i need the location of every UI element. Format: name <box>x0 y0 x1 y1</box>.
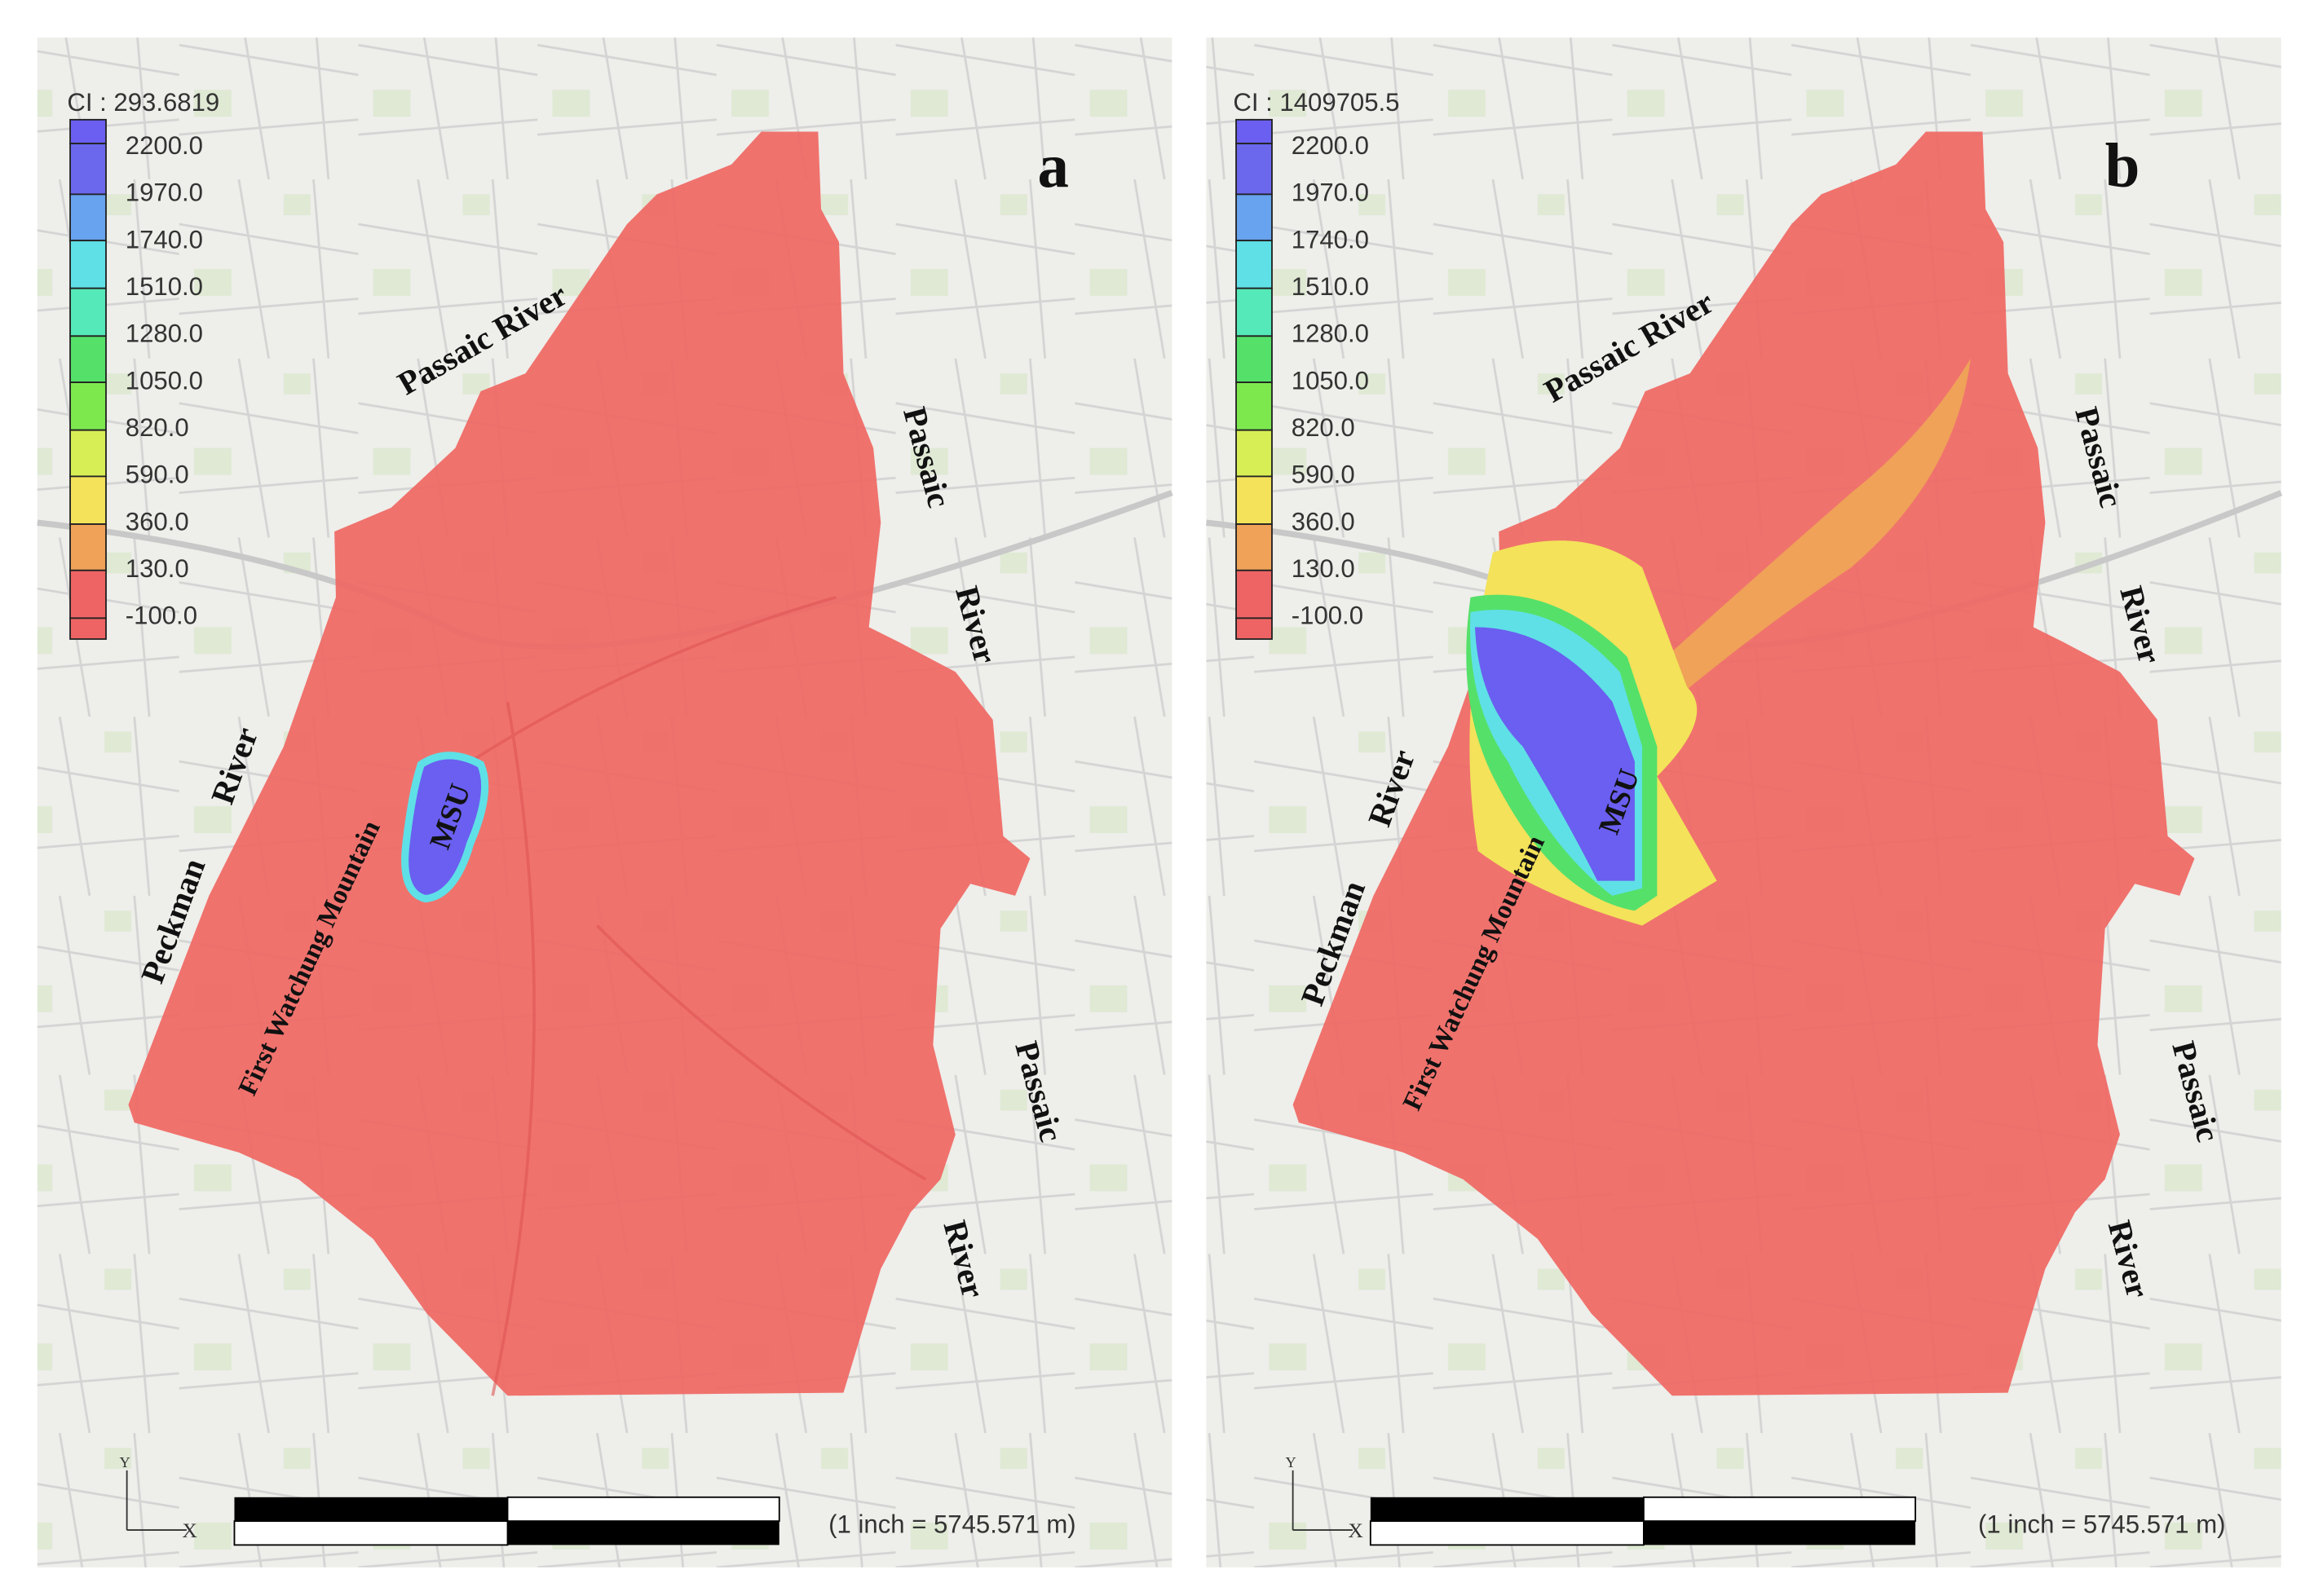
legend-swatch <box>69 118 107 145</box>
legend-value: 1510.0 <box>1292 272 1369 301</box>
legend: CI : 293.6819 2200.0 1970.0 1740.0 1510.0 12… <box>67 88 219 640</box>
legend-swatch <box>69 193 107 242</box>
legend-swatch <box>1235 429 1273 478</box>
legend-value: 130.0 <box>126 554 189 583</box>
legend-value: 820.0 <box>126 413 189 442</box>
legend-value: 1050.0 <box>126 366 203 395</box>
panel-letter: b <box>2105 130 2140 201</box>
legend-swatch <box>1235 569 1273 619</box>
legend-swatch <box>69 569 107 619</box>
legend-swatch <box>1235 143 1273 196</box>
legend-value: 1970.0 <box>1292 179 1369 207</box>
legend-labels: 2200.0 1970.0 1740.0 1510.0 1280.0 1050.0 820.… <box>126 131 203 630</box>
legend-value: 590.0 <box>1292 461 1355 489</box>
legend-swatches <box>69 118 107 640</box>
legend-swatch <box>1235 193 1273 242</box>
legend-swatch <box>69 523 107 571</box>
legend-swatch <box>1235 335 1273 383</box>
legend-value: 1050.0 <box>1292 366 1369 395</box>
legend-value: 1510.0 <box>126 272 203 301</box>
legend-swatch <box>69 240 107 289</box>
legend-swatch <box>1235 287 1273 337</box>
legend-value: 2200.0 <box>126 131 203 160</box>
legend-swatches <box>1235 118 1273 640</box>
legend-swatch <box>69 381 107 431</box>
legend-value: -100.0 <box>126 602 197 630</box>
svg-text:X: X <box>182 1519 197 1542</box>
legend-swatch <box>69 143 107 196</box>
scale-bar <box>1369 1496 1917 1546</box>
ci-label: CI : 293.6819 <box>67 88 219 117</box>
legend-value: 130.0 <box>1292 554 1355 583</box>
legend-swatch <box>1235 240 1273 289</box>
panel-letter: a <box>1038 130 1069 201</box>
panel-b: MSU b Passaic River Passaic River Passai… <box>1206 37 2283 1567</box>
plume-blue <box>1474 627 1635 881</box>
legend-value: -100.0 <box>1292 602 1363 630</box>
axis-icon: YX <box>1285 1454 1363 1542</box>
legend-swatch <box>1235 475 1273 525</box>
legend-swatch <box>1235 118 1273 145</box>
legend-value: 1280.0 <box>1292 320 1369 348</box>
plume-orange <box>1649 358 1971 702</box>
scale-text: (1 inch = 5745.571 m) <box>828 1510 1076 1539</box>
legend-swatch <box>69 429 107 478</box>
legend-labels: 2200.0 1970.0 1740.0 1510.0 1280.0 1050.0 820.… <box>1292 131 1369 630</box>
svg-text:Y: Y <box>119 1454 130 1470</box>
legend-swatch <box>69 335 107 383</box>
scale-text: (1 inch = 5745.571 m) <box>1978 1510 2226 1539</box>
ci-label: CI : 1409705.5 <box>1233 88 1399 117</box>
panel-a: MSU a Passaic River Passaic River Passai… <box>37 37 1173 1567</box>
legend-value: 1740.0 <box>126 225 203 254</box>
msu-plume <box>401 752 489 903</box>
legend: CI : 1409705.5 2200.0 1970.0 1740.0 1510.0 1… <box>1233 88 1399 640</box>
legend-swatch <box>69 617 107 640</box>
legend-swatch <box>69 287 107 337</box>
legend-value: 360.0 <box>1292 507 1355 536</box>
axis-icon: YX <box>119 1454 197 1542</box>
legend-value: 360.0 <box>126 507 189 536</box>
legend-value: 590.0 <box>126 461 189 489</box>
legend-value: 1280.0 <box>126 320 203 348</box>
svg-text:X: X <box>1348 1519 1363 1542</box>
scale-bar <box>233 1496 780 1546</box>
legend-swatch <box>69 475 107 525</box>
legend-value: 1740.0 <box>1292 225 1369 254</box>
legend-value: 2200.0 <box>1292 131 1369 160</box>
svg-text:Y: Y <box>1285 1454 1296 1470</box>
legend-value: 1970.0 <box>126 179 203 207</box>
legend-value: 820.0 <box>1292 413 1355 442</box>
legend-swatch <box>1235 381 1273 431</box>
legend-swatch <box>1235 617 1273 640</box>
legend-swatch <box>1235 523 1273 571</box>
